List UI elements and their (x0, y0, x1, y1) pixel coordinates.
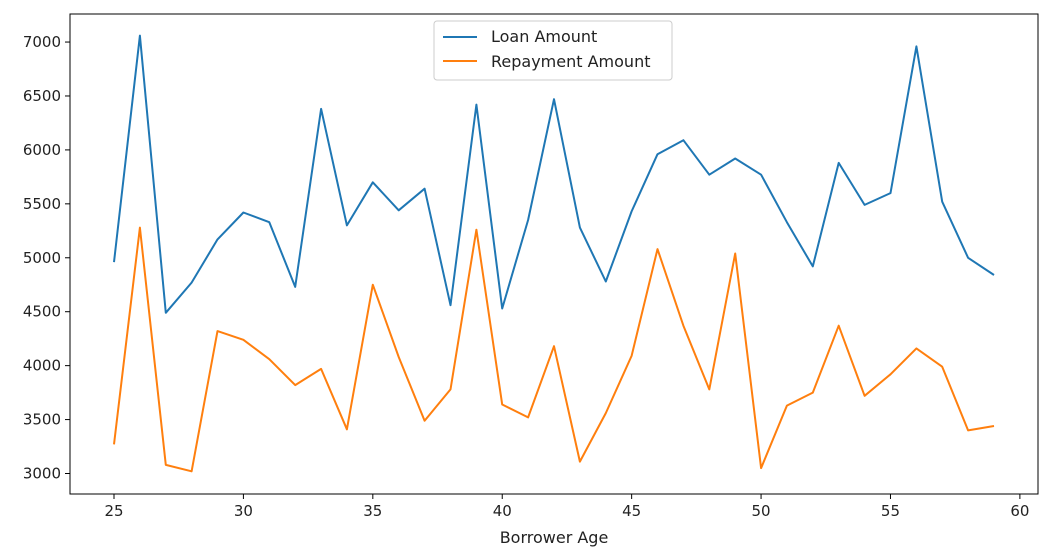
legend-label-loan-amount: Loan Amount (491, 27, 597, 46)
x-tick-label: 35 (363, 502, 382, 520)
series-line-repayment-amount (113, 226, 995, 473)
series-layer (113, 34, 995, 473)
x-tick-label: 45 (622, 502, 641, 520)
x-tick-label: 40 (493, 502, 512, 520)
y-tick-label: 6000 (23, 141, 61, 159)
y-tick-label: 4500 (23, 303, 61, 321)
x-tick-label: 60 (1010, 502, 1029, 520)
y-tick-label: 7000 (23, 33, 61, 51)
plot-frame (69, 13, 1039, 495)
y-tick-label: 3000 (23, 465, 61, 483)
series-line-loan-amount (113, 34, 995, 314)
x-axis-label: Borrower Age (500, 528, 609, 547)
x-tick-label: 50 (752, 502, 771, 520)
legend-box (433, 20, 673, 81)
x-tick-label: 55 (881, 502, 900, 520)
x-axis-ticks: 25 30 35 40 45 50 55 60 (104, 494, 1029, 520)
x-tick-label: 30 (234, 502, 253, 520)
x-tick-label: 25 (104, 502, 123, 520)
y-tick-label: 5500 (23, 195, 61, 213)
legend-label-repayment-amount: Repayment Amount (491, 52, 650, 71)
y-tick-label: 4000 (23, 357, 61, 375)
plot-background (70, 14, 1038, 494)
y-tick-label: 5000 (23, 249, 61, 267)
y-axis-ticks: 3000 3500 4000 4500 5000 5500 6000 6500 7000 (23, 33, 70, 483)
y-tick-label: 6500 (23, 87, 61, 105)
legend: Loan Amount Repayment Amount (433, 20, 673, 81)
y-tick-label: 3500 (23, 411, 61, 429)
